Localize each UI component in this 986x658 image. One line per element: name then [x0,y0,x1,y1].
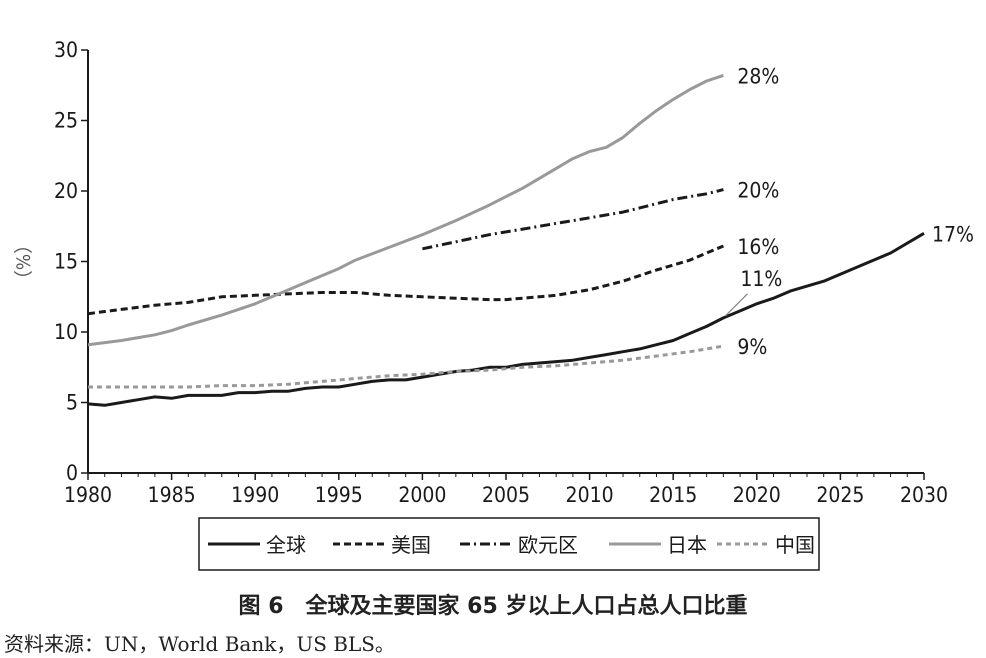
y-tick-label: 15 [54,250,78,274]
y-tick-label: 0 [66,461,78,485]
x-tick-label: 2025 [816,483,864,507]
legend-label-japan: 日本 [667,533,707,557]
x-tick-label: 2010 [566,483,614,507]
end-label-euro: 20% [737,179,779,203]
annotation-label-global: 11% [740,267,782,291]
figure-caption: 图 6 全球及主要国家 65 岁以上人口占总人口比重 [238,594,748,619]
x-tick-label: 2015 [649,483,697,507]
series-line-euro [422,188,724,251]
series-line-china [88,344,724,389]
y-tick-label: 20 [54,179,78,203]
y-tick-label: 5 [66,391,78,415]
end-label-japan: 28% [737,64,779,88]
end-label-china: 9% [737,335,767,359]
series-line-japan [87,73,724,347]
legend-label-china: 中国 [775,533,815,557]
legend-label-global: 全球 [266,533,306,557]
series-line-us [87,244,724,316]
y-axis-label: （%） [13,235,35,289]
x-tick-label: 2000 [398,483,446,507]
end-label-us: 16% [737,235,779,259]
legend-label-euro: 欧元区 [518,533,578,557]
x-tick-label: 1985 [148,483,196,507]
x-tick-label: 2005 [482,483,530,507]
legend: 全球 美国 欧元区 日本 中国 [198,517,820,571]
series-line-global [87,232,925,407]
legend-label-us: 美国 [391,533,431,557]
y-tick-label: 30 [54,38,78,62]
annotation-leader [724,293,748,317]
end-labels: 17% 16% 20% 28% 9% 11% [724,64,974,359]
y-tick-label: 25 [54,109,78,133]
source-note: 资料来源：UN，World Bank，US BLS。 [4,632,395,656]
end-label-global: 17% [932,222,974,246]
x-tick-label: 1980 [64,483,112,507]
x-tick-label: 2020 [733,483,781,507]
x-tick-label: 2030 [900,483,948,507]
y-tick-label: 10 [54,320,78,344]
x-tick-label: 1995 [315,483,363,507]
x-tick-label: 1990 [231,483,279,507]
series-lines [87,73,925,407]
